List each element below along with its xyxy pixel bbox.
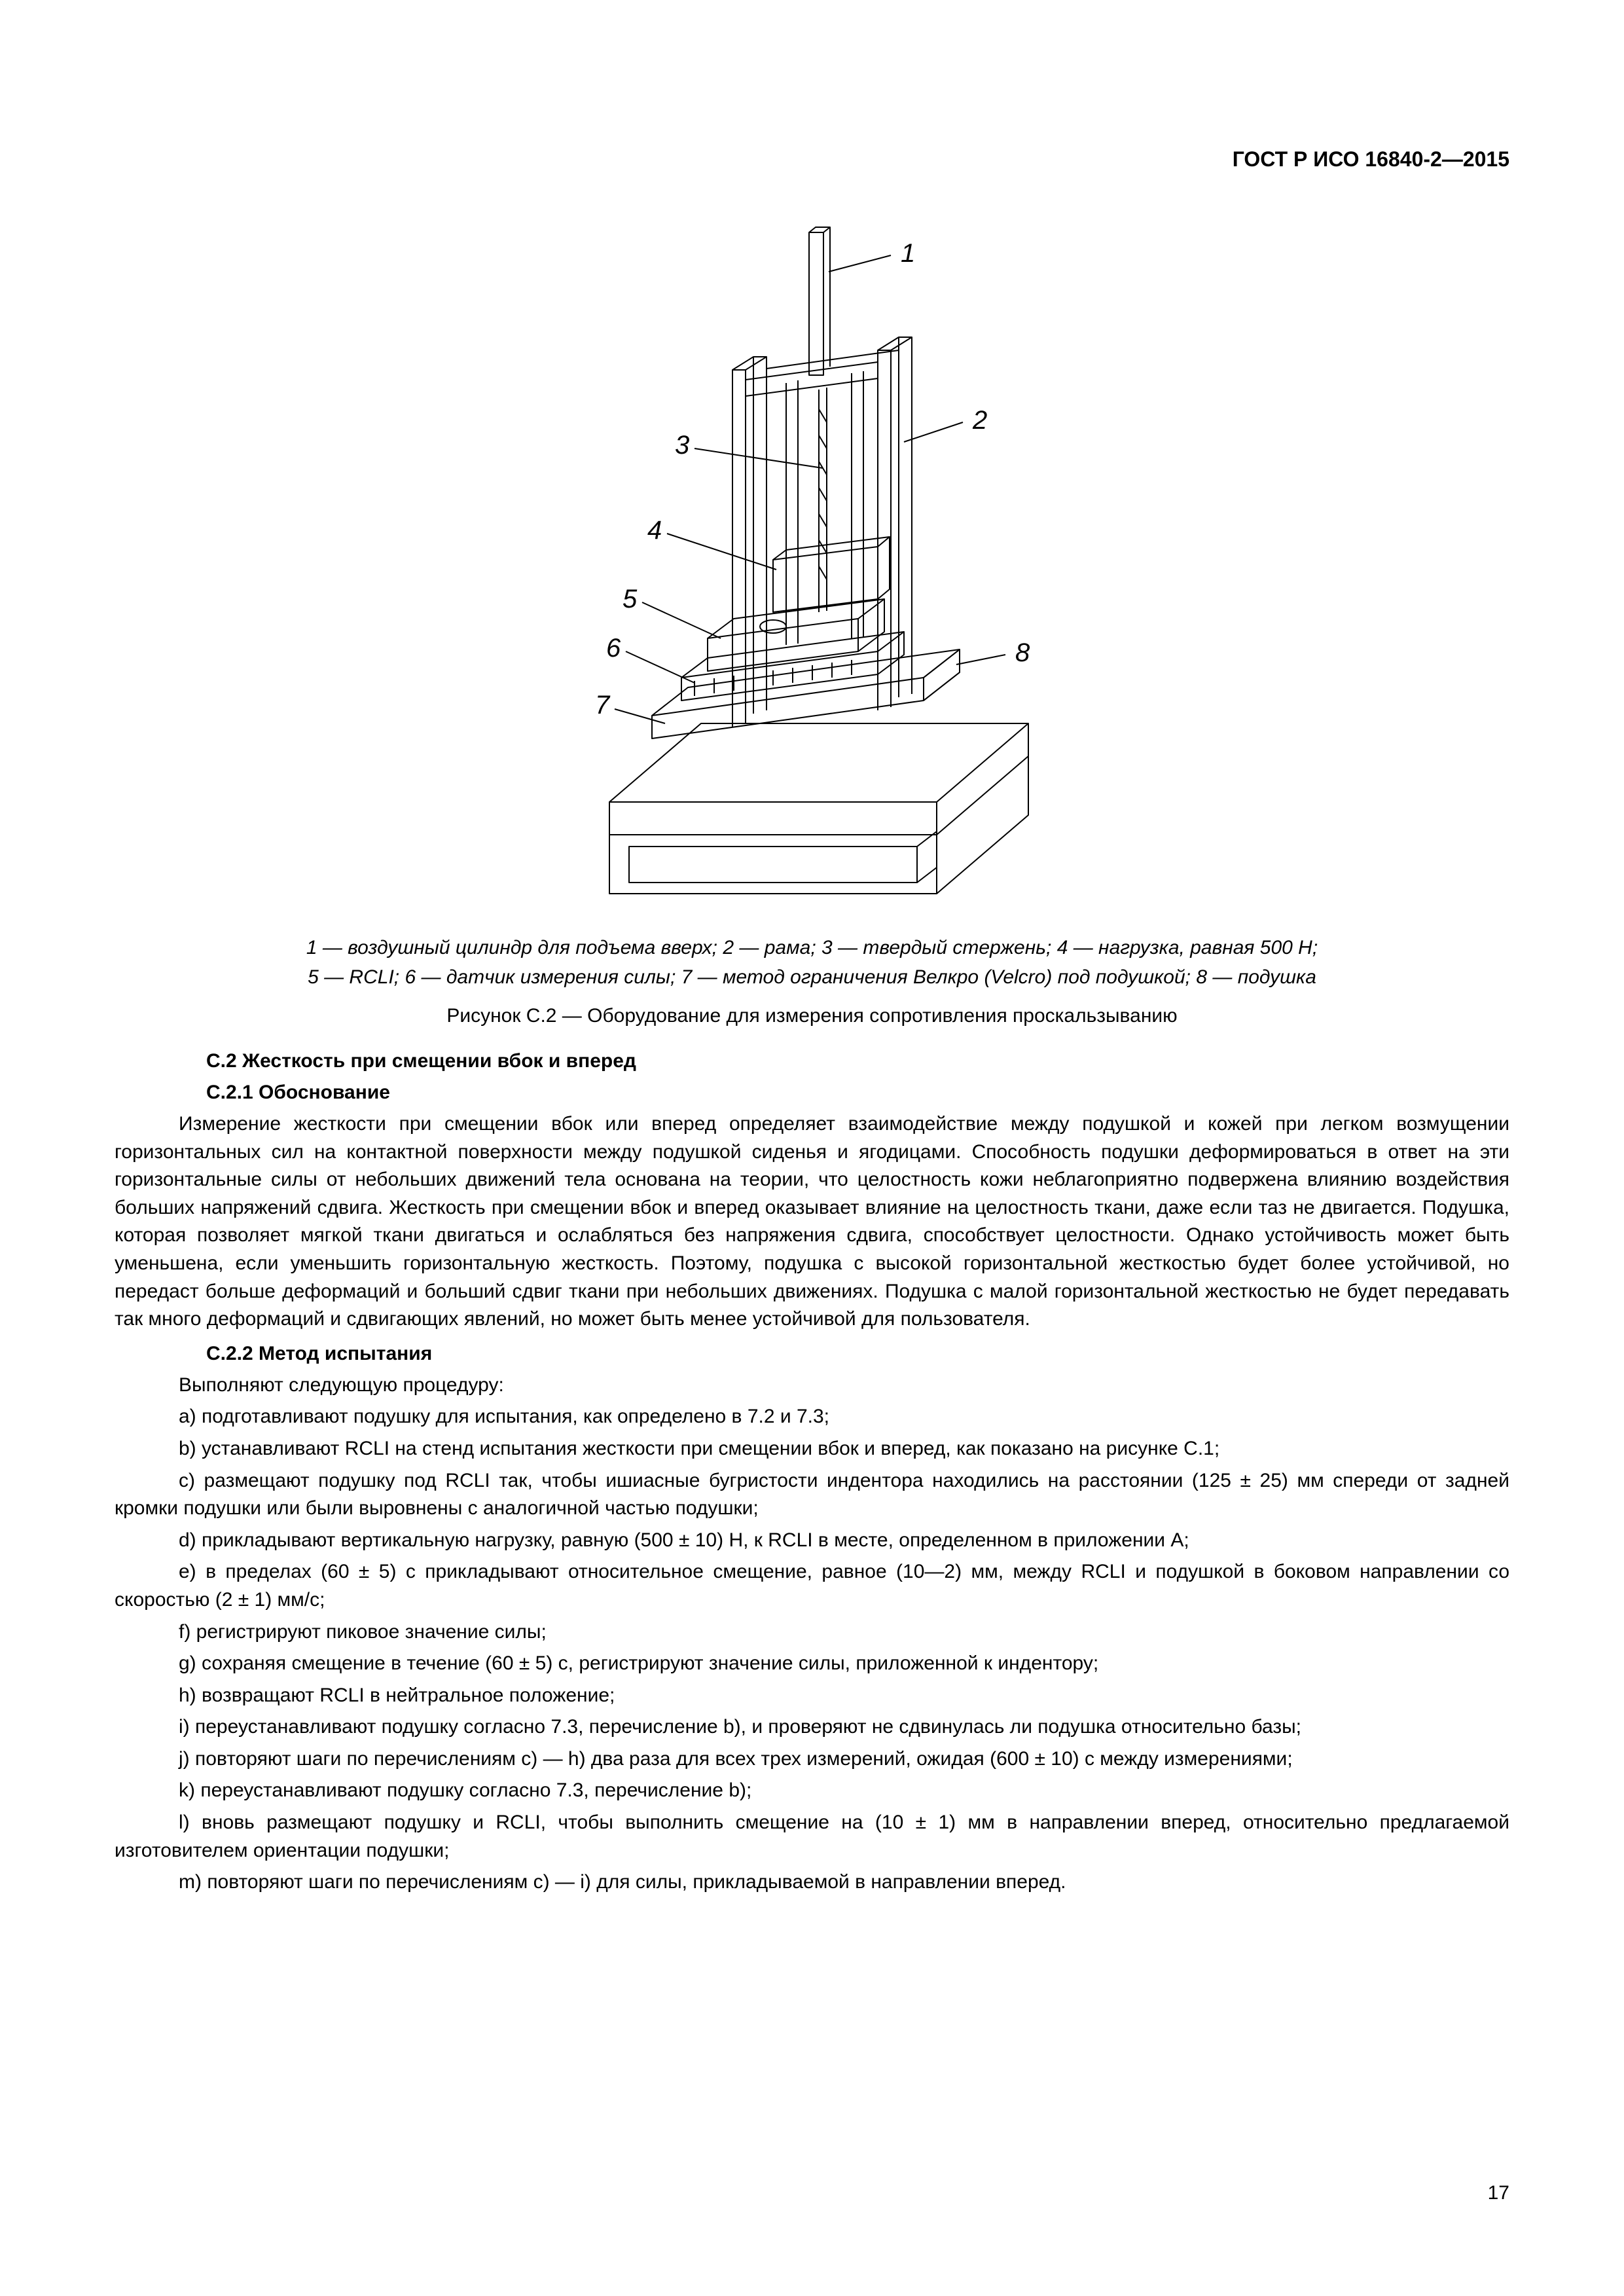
legend-5: 5 <box>308 966 319 988</box>
svg-text:2: 2 <box>972 406 987 435</box>
legend-5-text: — RCLI; <box>319 966 405 988</box>
c22-intro: Выполняют следующую процедуру: <box>115 1372 1509 1400</box>
legend-1-text: — воздушный цилиндр для подъема вверх; <box>317 937 723 958</box>
legend-8: 8 <box>1196 966 1207 988</box>
section-c2-title: С.2 Жесткость при смещении вбок и вперед <box>115 1050 1509 1072</box>
c22-l: l) вновь размещают подушку и RCLI, чтобы… <box>115 1809 1509 1865</box>
svg-text:5: 5 <box>623 585 638 613</box>
c22-k: k) переустанавливают подушку согласно 7.… <box>115 1777 1509 1805</box>
svg-text:3: 3 <box>675 431 689 460</box>
section-c21-title: С.2.1 Обоснование <box>115 1082 1509 1104</box>
legend-2: 2 <box>723 937 734 958</box>
legend-4: 4 <box>1057 937 1068 958</box>
c22-c: c) размещают подушку под RCLI так, чтобы… <box>115 1467 1509 1523</box>
section-c21-p1: Измерение жесткости при смещении вбок ил… <box>115 1110 1509 1334</box>
svg-text:7: 7 <box>595 691 611 720</box>
c22-j: j) повторяют шаги по перечислениям c) — … <box>115 1745 1509 1774</box>
figure-caption: Рисунок С.2 — Оборудование для измерения… <box>115 1005 1509 1027</box>
legend-4-text: — нагрузка, равная 500 Н; <box>1068 937 1318 958</box>
legend-3: 3 <box>821 937 833 958</box>
legend-6: 6 <box>405 966 416 988</box>
svg-text:8: 8 <box>1015 638 1030 667</box>
c22-d: d) прикладывают вертикальную нагрузку, р… <box>115 1527 1509 1555</box>
section-c22-title: С.2.2 Метод испытания <box>115 1343 1509 1365</box>
c22-a: a) подготавливают подушку для испытания,… <box>115 1403 1509 1431</box>
c22-g: g) сохраняя смещение в течение (60 ± 5) … <box>115 1650 1509 1678</box>
figure-legend: 1 — воздушный цилиндр для подъема вверх;… <box>115 933 1509 992</box>
page-number: 17 <box>1488 2182 1509 2204</box>
figure-svg: 1 2 3 4 5 6 7 <box>420 193 1205 907</box>
svg-text:1: 1 <box>901 239 915 268</box>
c22-f: f) регистрируют пиковое значение силы; <box>115 1618 1509 1647</box>
svg-text:4: 4 <box>647 516 662 545</box>
legend-8-text: — подушка <box>1207 966 1316 988</box>
legend-2-text: — рама; <box>734 937 821 958</box>
legend-7-text: — метод ограничения Велкро (Velcro) под … <box>692 966 1196 988</box>
c22-i: i) переустанавливают подушку согласно 7.… <box>115 1713 1509 1741</box>
c22-e: e) в пределах (60 ± 5) с прикладывают от… <box>115 1558 1509 1614</box>
doc-header: ГОСТ Р ИСО 16840-2—2015 <box>1233 147 1509 172</box>
c22-b: b) устанавливают RCLI на стенд испытания… <box>115 1435 1509 1463</box>
figure-container: 1 2 3 4 5 6 7 <box>115 193 1509 907</box>
svg-text:6: 6 <box>606 634 621 663</box>
c22-h: h) возвращают RCLI в нейтральное положен… <box>115 1682 1509 1710</box>
c22-m: m) повторяют шаги по перечислениям c) — … <box>115 1868 1509 1897</box>
legend-1: 1 <box>306 937 317 958</box>
legend-7: 7 <box>681 966 693 988</box>
legend-3-text: — твердый стержень; <box>833 937 1057 958</box>
legend-6-text: — датчик измерения силы; <box>416 966 681 988</box>
